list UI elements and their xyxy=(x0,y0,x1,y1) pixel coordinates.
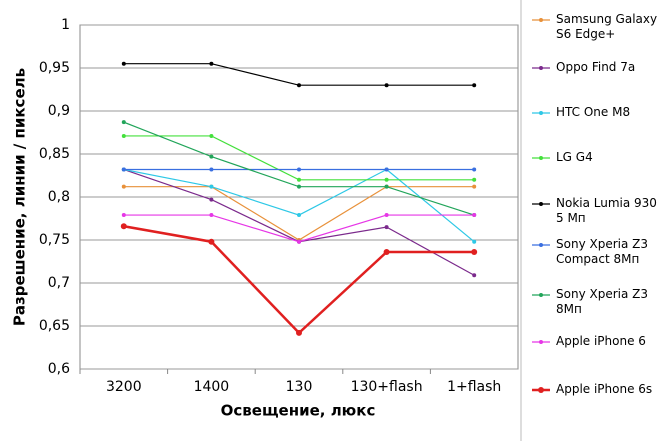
legend-entry: LG G4 xyxy=(530,150,658,165)
legend-swatch xyxy=(532,111,550,115)
legend-entry: HTC One M8 xyxy=(530,105,658,120)
point xyxy=(471,249,478,256)
legend-marker xyxy=(539,156,543,160)
x-tick-label: 3200 xyxy=(106,379,142,395)
y-tick-label: 0,75 xyxy=(39,232,70,248)
x-tick-label: 1400 xyxy=(194,379,230,395)
legend-swatch xyxy=(532,18,550,22)
point xyxy=(297,83,301,88)
legend-entry: Nokia Lumia 930 5 Мп xyxy=(530,196,658,226)
legend-marker xyxy=(538,387,544,393)
point xyxy=(472,239,477,244)
legend-swatch xyxy=(532,156,550,160)
legend-label: Nokia Lumia 930 5 Мп xyxy=(556,196,657,225)
series-line xyxy=(123,63,475,86)
point xyxy=(384,167,389,172)
legend-marker xyxy=(539,111,543,115)
point xyxy=(472,273,477,278)
point xyxy=(297,177,301,182)
y-tick-label: 0,95 xyxy=(39,60,70,76)
x-axis-title: Освещение, люкс xyxy=(221,402,376,420)
point xyxy=(297,184,301,189)
point xyxy=(209,154,214,159)
legend-label: Sony Xperia Z3 Compact 8Мп xyxy=(556,237,648,266)
legend-swatch xyxy=(532,66,550,70)
legend-label: Sony Xperia Z3 8Мп xyxy=(556,287,648,316)
y-tick-label: 0,8 xyxy=(48,189,70,205)
point xyxy=(208,238,215,245)
legend-marker xyxy=(539,18,543,22)
point xyxy=(297,239,301,244)
legend-marker xyxy=(539,243,543,247)
point xyxy=(384,225,389,230)
y-tick-label: 0,9 xyxy=(48,103,70,119)
point xyxy=(121,167,126,172)
point xyxy=(209,197,214,202)
point xyxy=(384,184,389,189)
legend-swatch xyxy=(532,293,550,297)
series-line xyxy=(123,214,475,243)
legend-swatch xyxy=(532,243,550,247)
point xyxy=(296,329,302,336)
legend-marker xyxy=(539,293,543,297)
point xyxy=(472,83,477,88)
point xyxy=(472,213,477,218)
y-tick-label: 0,6 xyxy=(48,361,70,377)
point xyxy=(121,120,126,125)
point xyxy=(472,167,477,172)
point xyxy=(121,133,126,138)
legend-label: HTC One M8 xyxy=(556,105,631,119)
legend-swatch xyxy=(532,202,550,206)
x-tick-label: 1+flash xyxy=(447,379,501,395)
legend-swatch xyxy=(532,387,550,393)
legend-entry: Sony Xperia Z3 8Мп xyxy=(530,287,658,317)
point xyxy=(384,177,389,182)
legend-label: Apple iPhone 6s xyxy=(556,382,653,396)
legend-label: Samsung Galaxy S6 Edge+ xyxy=(556,12,658,41)
legend-marker xyxy=(539,202,543,206)
legend-label: LG G4 xyxy=(556,150,593,164)
point xyxy=(472,177,477,182)
legend-entry: Apple iPhone 6 xyxy=(530,334,658,349)
point xyxy=(384,213,389,218)
legend-marker xyxy=(539,66,543,70)
point xyxy=(121,61,126,66)
point xyxy=(209,133,214,138)
point xyxy=(120,223,127,230)
legend-entry: Apple iPhone 6s xyxy=(530,382,658,397)
legend-swatch xyxy=(532,340,550,344)
point xyxy=(209,184,214,189)
legend-marker xyxy=(539,340,543,344)
legend-label: Apple iPhone 6 xyxy=(556,334,646,348)
y-tick-label: 0,65 xyxy=(39,318,70,334)
y-tick-label: 1 xyxy=(61,17,70,33)
point xyxy=(472,184,477,189)
legend-entry: Sony Xperia Z3 Compact 8Мп xyxy=(530,237,658,267)
point xyxy=(209,167,214,172)
legend-entry: Oppo Find 7a xyxy=(530,60,658,75)
y-tick-label: 0,7 xyxy=(48,275,70,291)
point xyxy=(121,213,126,218)
y-axis-title: Разрешение, линии / пиксель xyxy=(11,68,29,326)
point xyxy=(297,167,301,172)
legend-entry: Samsung Galaxy S6 Edge+ xyxy=(530,12,658,42)
x-tick-label: 130 xyxy=(286,379,313,395)
legend-label: Oppo Find 7a xyxy=(556,60,636,74)
point xyxy=(384,83,389,88)
point xyxy=(209,61,214,66)
point xyxy=(121,184,126,189)
point xyxy=(297,213,301,218)
point xyxy=(383,249,390,256)
y-tick-label: 0,85 xyxy=(39,146,70,162)
point xyxy=(209,213,214,218)
x-tick-label: 130+flash xyxy=(351,379,423,395)
